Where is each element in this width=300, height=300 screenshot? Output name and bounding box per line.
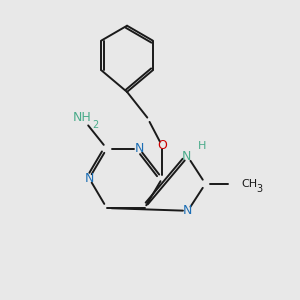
Text: O: O [157,140,167,152]
Text: 2: 2 [92,120,98,130]
Text: H: H [198,142,206,152]
Text: NH: NH [73,111,92,124]
Text: CH: CH [242,179,258,189]
Text: N: N [182,150,191,163]
Text: 3: 3 [257,184,263,194]
Text: N: N [183,204,193,217]
Text: N: N [134,142,144,155]
Text: N: N [85,172,94,185]
